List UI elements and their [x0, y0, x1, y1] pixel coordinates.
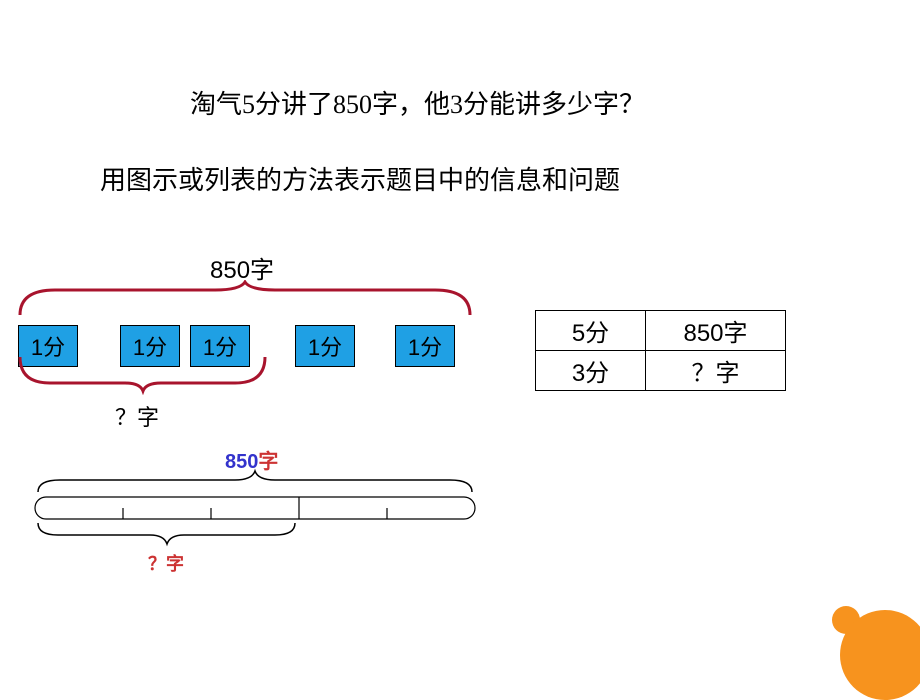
- line-top-brace: [30, 468, 480, 496]
- decorative-circle: [840, 610, 920, 700]
- subtitle-text: 用图示或列表的方法表示题目中的信息和问题: [100, 160, 620, 197]
- question-text: 淘气5分讲了850字，他3分能讲多少字？: [190, 84, 645, 121]
- table-row: 5分 850字: [536, 311, 786, 351]
- line-bottom-brace: [30, 520, 310, 548]
- table-cell: 3分: [536, 351, 646, 391]
- decorative-blob: [800, 600, 920, 700]
- table-cell: 850字: [646, 311, 786, 351]
- line-bottom-label: ？字: [148, 550, 184, 576]
- top-arc: [15, 280, 475, 320]
- minute-box-4: 1分: [295, 325, 355, 367]
- minute-box-5: 1分: [395, 325, 455, 367]
- table-row: 3分 ？字: [536, 351, 786, 391]
- table-cell: ？字: [646, 351, 786, 391]
- diagram-bottom-label: ？字: [115, 400, 159, 432]
- info-table: 5分 850字 3分 ？字: [535, 310, 786, 391]
- table-cell: 5分: [536, 311, 646, 351]
- bottom-arc: [15, 355, 275, 395]
